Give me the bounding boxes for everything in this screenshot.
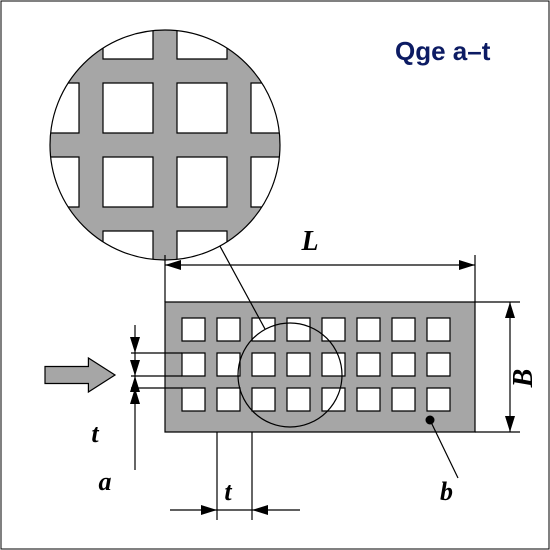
dim-b-label: b bbox=[440, 477, 453, 506]
title-label: Qge a–t bbox=[395, 36, 491, 66]
dim-B-label: B bbox=[508, 369, 539, 389]
dim-t-horiz-label: t bbox=[224, 477, 232, 506]
dim-t-vert-label: t bbox=[91, 419, 99, 448]
dim-a-label: a bbox=[99, 467, 112, 496]
dim-L-label: L bbox=[300, 226, 318, 257]
flow-arrow-icon bbox=[45, 358, 115, 392]
perforated-plate bbox=[165, 302, 475, 432]
